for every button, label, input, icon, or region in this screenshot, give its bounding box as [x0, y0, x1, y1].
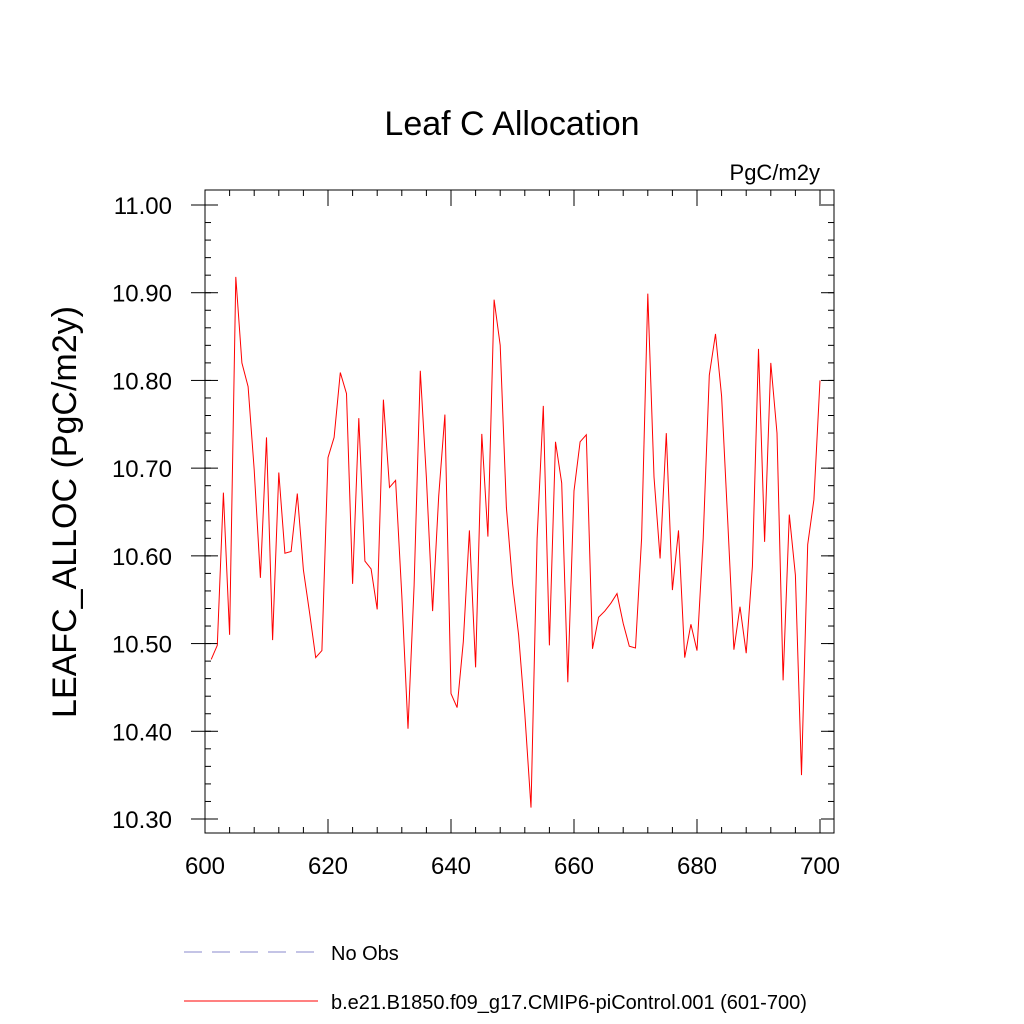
x-tick-label: 680 [677, 853, 717, 880]
plot-frame [204, 189, 835, 834]
x-tick-label: 620 [308, 853, 348, 880]
legend-label: No Obs [331, 943, 399, 965]
legend-label: b.e21.B1850.f09_g17.CMIP6-piControl.001 … [331, 992, 807, 1014]
x-tick-label: 640 [431, 853, 471, 880]
x-tick-label: 600 [185, 853, 225, 880]
y-tick-label: 10.50 [112, 632, 172, 659]
y-tick-label: 10.80 [112, 368, 172, 395]
y-tick-label: 10.60 [112, 544, 172, 571]
chart-title: Leaf C Allocation [384, 105, 639, 143]
y-axis-label: LEAFC_ALLOC (PgC/m2y) [46, 306, 84, 718]
units-label: PgC/m2y [730, 160, 820, 185]
y-tick-label: 10.30 [112, 807, 172, 834]
y-tick-label: 10.70 [112, 456, 172, 483]
series-layer [210, 276, 821, 808]
series-line [210, 276, 821, 808]
x-tick-label: 700 [800, 853, 840, 880]
legend: No Obs b.e21.B1850.f09_g17.CMIP6-piContro… [184, 943, 807, 1014]
y-tick-label: 10.90 [112, 281, 172, 308]
y-tick-label: 10.40 [112, 719, 172, 746]
y-tick-label: 11.00 [114, 193, 172, 220]
x-tick-label: 660 [554, 853, 594, 880]
axes: 600 620 640 660 680 700 10.30 10.40 10.50 10.60 10… [112, 189, 840, 880]
